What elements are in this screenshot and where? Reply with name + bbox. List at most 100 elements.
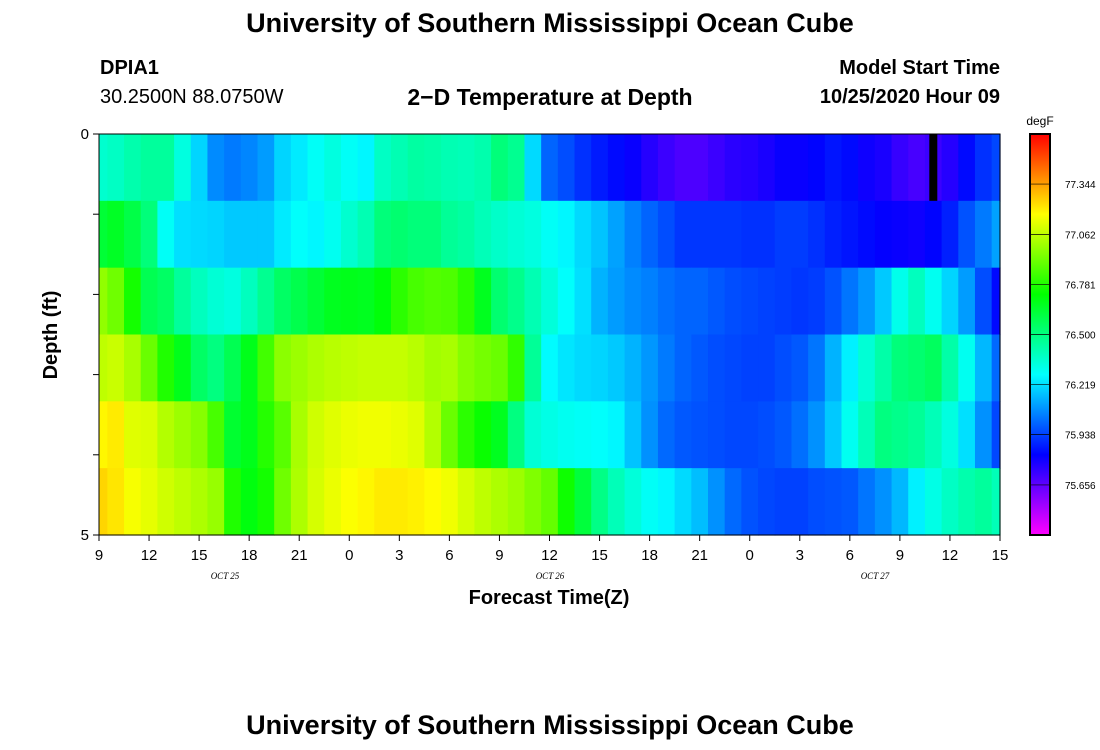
heatmap-cell <box>524 401 542 469</box>
heatmap-cell <box>174 334 192 402</box>
heatmap-cell <box>557 334 576 402</box>
heatmap-cell <box>691 468 709 536</box>
date-label: OCT 27 <box>861 571 890 581</box>
heatmap-cell <box>274 200 292 269</box>
heatmap-cell <box>424 134 442 202</box>
heatmap-cell <box>691 134 709 202</box>
x-tick-label: 9 <box>896 547 904 564</box>
heatmap-cell <box>791 401 809 469</box>
heatmap-cell <box>708 200 726 269</box>
heatmap-cell <box>874 200 893 269</box>
heatmap-cell <box>824 200 843 269</box>
heatmap-cell <box>758 334 776 402</box>
heatmap-cell <box>708 401 726 469</box>
heatmap-cell <box>274 468 292 536</box>
colorbar-ticks: 77.344 77.062 76.781 76.500 76.219 75.938 75.6… <box>1030 180 1096 492</box>
heatmap-cell <box>174 134 192 202</box>
heatmap-cell <box>591 468 609 536</box>
heatmap-cell <box>124 267 142 336</box>
colorbar-tick-label: 76.781 <box>1065 280 1096 291</box>
heatmap-cell <box>124 134 142 202</box>
heatmap-cell <box>99 267 108 336</box>
heatmap-cell <box>240 267 259 336</box>
heatmap-cell <box>507 334 526 402</box>
heatmap-cell <box>174 468 192 536</box>
heatmap-cell <box>991 401 1001 469</box>
heatmap-cell <box>140 334 158 402</box>
heatmap-cell <box>274 401 292 469</box>
heatmap-cell <box>240 468 259 536</box>
heatmap-cell <box>808 468 826 536</box>
y-axis-ticks: 05 <box>81 126 99 544</box>
heatmap-cell <box>257 200 275 269</box>
heatmap-cell <box>99 134 108 202</box>
heatmap-cell <box>741 267 759 336</box>
heatmap-cell <box>491 468 509 536</box>
heatmap-cell <box>841 134 859 202</box>
heatmap-cell <box>424 334 442 402</box>
colorbar-tick-label: 77.062 <box>1065 230 1096 241</box>
heatmap-cell <box>357 267 375 336</box>
heatmap-cell <box>407 401 425 469</box>
heatmap-cell <box>441 134 459 202</box>
heatmap-cell <box>808 267 826 336</box>
heatmap-cell <box>941 468 959 536</box>
heatmap-cell <box>424 200 442 269</box>
heatmap-cell <box>174 267 192 336</box>
heatmap-cell <box>708 334 726 402</box>
heatmap-cell <box>641 134 659 202</box>
heatmap-cell <box>641 401 659 469</box>
heatmap-cell <box>607 200 626 269</box>
heatmap-cell <box>524 134 542 202</box>
heatmap-cell <box>591 267 609 336</box>
y-axis-label: Depth (ft) <box>40 291 62 380</box>
x-axis-label: Forecast Time(Z) <box>469 587 630 609</box>
heatmap-cell <box>591 200 609 269</box>
heatmap-cell <box>207 401 225 469</box>
heatmap-cell <box>274 267 292 336</box>
date-label: OCT 26 <box>536 571 565 581</box>
heatmap-cell <box>874 267 893 336</box>
heatmap-cell <box>274 334 292 402</box>
heatmap-cell <box>674 334 692 402</box>
heatmap-cell <box>407 468 425 536</box>
x-tick-label: 9 <box>95 547 103 564</box>
heatmap-cell <box>607 267 626 336</box>
chart-subtitle: 2−D Temperature at Depth <box>407 84 693 110</box>
heatmap-cell <box>424 401 442 469</box>
heatmap-cell <box>574 334 592 402</box>
heatmap-cell <box>808 401 826 469</box>
heatmap-cell <box>307 334 325 402</box>
heatmap-cell <box>858 134 876 202</box>
heatmap-cell <box>841 267 859 336</box>
heatmap-cell <box>99 200 108 269</box>
heatmap-cell <box>524 200 542 269</box>
heatmap-cell <box>958 200 976 269</box>
heatmap-cell <box>624 468 642 536</box>
heatmap-cell <box>924 401 943 469</box>
x-tick-label: 12 <box>942 547 959 564</box>
heatmap-cell <box>407 200 425 269</box>
heatmap-cell <box>891 200 909 269</box>
heatmap-cell <box>874 468 893 536</box>
heatmap-cell <box>374 134 392 202</box>
heatmap-cell <box>224 468 242 536</box>
heatmap-cell <box>524 468 542 536</box>
heatmap-cell <box>991 468 1001 536</box>
heatmap-cell <box>357 468 375 536</box>
heatmap-cell <box>107 334 125 402</box>
heatmap-cell <box>657 468 676 536</box>
heatmap-cell <box>841 401 859 469</box>
heatmap-cell <box>908 334 926 402</box>
heatmap-cell <box>257 334 275 402</box>
colorbar-tick-label: 77.344 <box>1065 180 1096 191</box>
heatmap-cell <box>157 267 175 336</box>
heatmap-cell <box>958 134 976 202</box>
heatmap-cell <box>491 401 509 469</box>
heatmap-cell <box>841 468 859 536</box>
heatmap-cell <box>157 134 175 202</box>
heatmap-cell <box>941 134 959 202</box>
heatmap-cell <box>908 267 926 336</box>
heatmap-cell <box>290 468 309 536</box>
heatmap-cells <box>99 134 1001 536</box>
